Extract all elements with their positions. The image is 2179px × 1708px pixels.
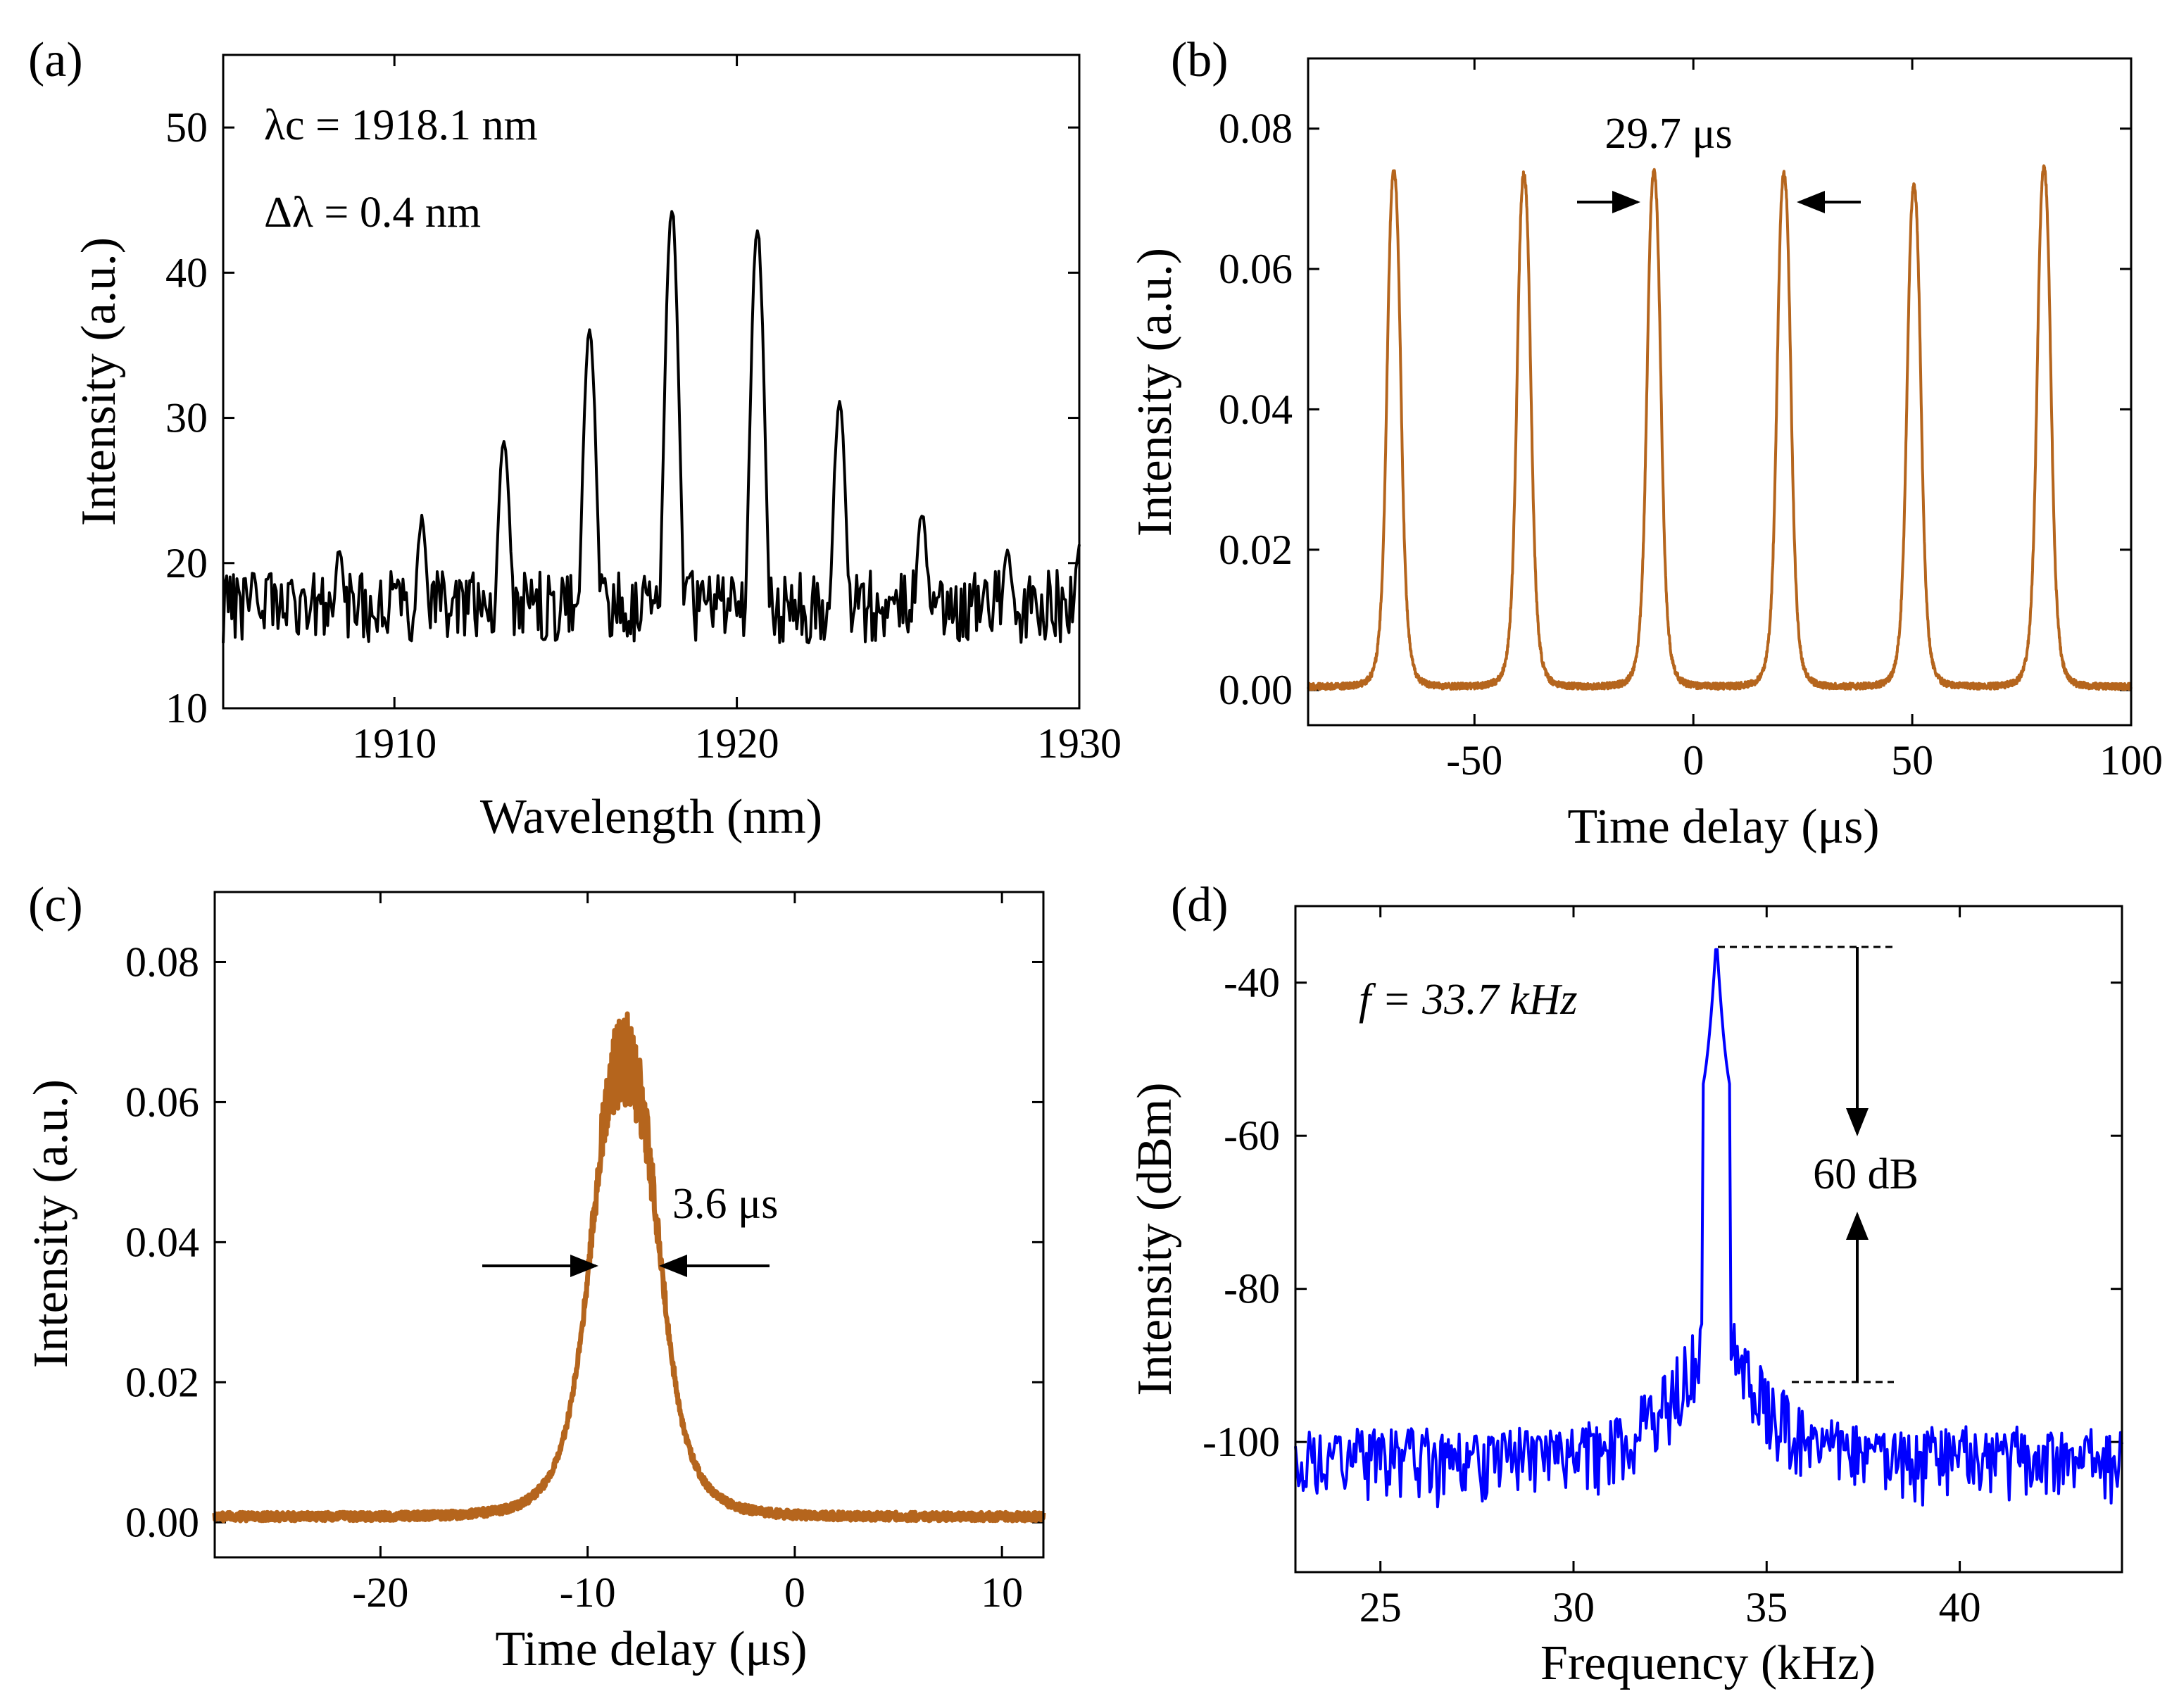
panel-c-width-label: 3.6 μs [672,1180,778,1228]
series-line-single-pulse [212,1011,1046,1524]
y-tick-label-0: 0.00 [1219,667,1293,713]
panel-b: (b) -50 0 50 100 0.00 0.02 0.04 0.06 0.08 Time … [1128,33,2163,854]
y-tick-label-3: 0.06 [125,1079,199,1125]
x-tick-label-1: 1920 [695,720,779,767]
panel-b-x-ticks: -50 0 50 100 [1446,58,2163,784]
x-tick-label-0: -50 [1446,737,1502,784]
x-tick-label-2: 50 [1891,737,1933,784]
panel-b-frame [1307,57,2133,727]
panel-a: (a) 1910 1920 1930 10 20 30 40 50 Wavelength (… [28,33,1122,844]
panel-c-marks [212,1011,1046,1524]
panel-d-marks [1294,948,2123,1509]
panel-c-x-label: Time delay (μs) [495,1622,807,1676]
panel-a-x-label: Wavelength (nm) [480,790,822,844]
x-tick-label-0: 1910 [352,720,437,767]
panel-c-label: (c) [28,878,83,932]
y-tick-label-0: 10 [165,685,208,731]
y-tick-label-2: 30 [165,395,208,441]
x-tick-label-3: 40 [1939,1584,1981,1631]
y-tick-label-4: 0.08 [125,938,199,985]
panel-d-label: (d) [1171,878,1229,932]
y-tick-label-1: 0.02 [125,1359,199,1405]
panel-a-center-wavelength: λc = 1918.1 nm [264,101,538,149]
panel-b-y-ticks: 0.00 0.02 0.04 0.06 0.08 [1219,106,2131,713]
panel-b-period-label: 29.7 μs [1605,110,1732,158]
series-line-RF-spectrum [1294,948,2123,1509]
x-tick-label-1: -10 [560,1569,616,1616]
x-tick-label-3: 100 [2099,737,2163,784]
panel-b-x-label: Time delay (μs) [1567,800,1879,854]
panel-c: (c) -20 -10 0 10 0.00 0.02 0.04 0.06 0.08 Time … [24,878,1046,1676]
panel-b-marks [1307,164,2133,691]
y-tick-label-0: 0.00 [125,1499,199,1545]
x-tick-label-3: 10 [981,1569,1023,1616]
y-tick-label-3: -100 [1202,1419,1280,1465]
x-tick-label-1: 30 [1552,1584,1595,1631]
y-tick-label-1: 0.02 [1219,527,1293,573]
x-tick-label-0: 25 [1359,1584,1402,1631]
panel-a-marks [222,210,1081,645]
panel-d: (d) 25 30 35 40 -40 -60 -80 -100 Frequency (kH… [1128,878,2123,1690]
y-tick-label-4: 50 [165,104,208,151]
panel-d-snr-label: 60 dB [1813,1150,1919,1198]
panel-d-y-label: Intensity (dBm) [1128,1082,1182,1395]
y-tick-label-0: -40 [1224,960,1280,1006]
y-tick-label-2: 0.04 [1219,386,1293,432]
panel-a-label: (a) [28,33,83,87]
x-tick-label-2: 35 [1745,1584,1788,1631]
panel-d-y-ticks: -40 -60 -80 -100 [1202,960,2122,1465]
x-tick-label-2: 0 [784,1569,805,1616]
panel-d-frequency-label: f = 33.7 kHz [1359,976,1577,1024]
panel-b-y-label: Intensity (a.u.) [1128,248,1182,536]
panel-b-label: (b) [1171,33,1229,87]
series-line-pulse-train [1307,164,2133,691]
panel-c-frame [213,891,1045,1559]
panel-c-y-ticks: 0.00 0.02 0.04 0.06 0.08 [125,938,1043,1545]
panel-a-bandwidth: Δλ = 0.4 nm [264,189,481,237]
y-tick-label-1: -60 [1224,1112,1280,1159]
panel-a-frame [222,54,1081,710]
x-tick-label-2: 1930 [1037,720,1122,767]
panel-d-frame [1294,905,2123,1574]
series-line-optical-spectrum [222,210,1081,645]
y-tick-label-1: 20 [165,540,208,586]
panel-a-x-ticks: 1910 1920 1930 [352,55,1122,767]
y-tick-label-3: 40 [165,249,208,296]
panel-d-x-ticks: 25 30 35 40 [1359,906,1981,1631]
panel-d-x-label: Frequency (kHz) [1540,1636,1876,1690]
x-tick-label-1: 0 [1683,737,1704,784]
panel-a-y-ticks: 10 20 30 40 50 [165,104,1079,731]
panel-a-y-label: Intensity (a.u.) [72,237,126,526]
y-tick-label-3: 0.06 [1219,246,1293,292]
y-tick-label-2: -80 [1224,1266,1280,1312]
y-tick-label-4: 0.08 [1219,106,1293,152]
panel-c-y-label: Intensity (a.u.) [24,1079,78,1368]
panel-c-x-ticks: -20 -10 0 10 [352,892,1023,1616]
y-tick-label-2: 0.04 [125,1219,199,1265]
x-tick-label-0: -20 [352,1569,408,1616]
